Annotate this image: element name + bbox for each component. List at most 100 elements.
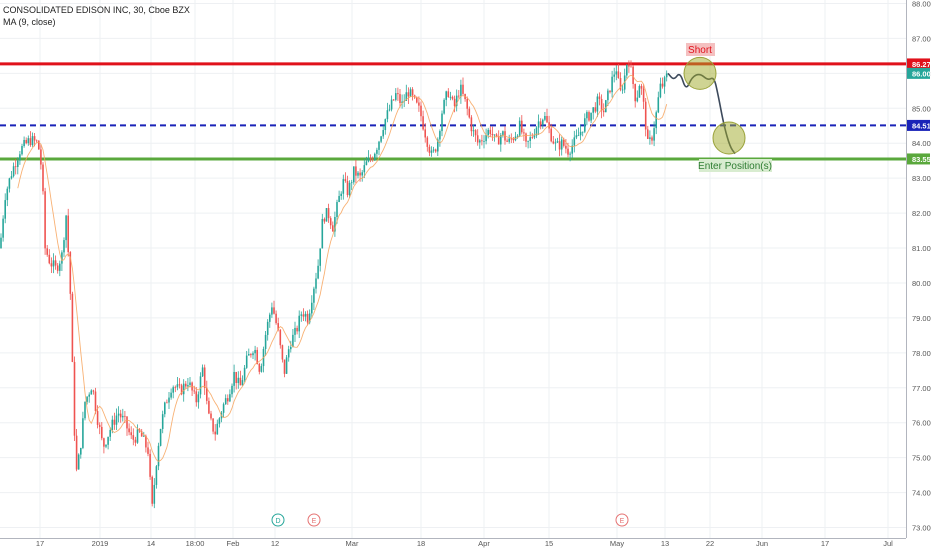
candle-body <box>260 366 263 372</box>
candle-body <box>554 142 557 144</box>
candle-body <box>451 96 454 99</box>
candle-body <box>445 91 447 100</box>
candle-body <box>439 131 441 140</box>
candle-body <box>518 120 521 136</box>
candle-body <box>359 172 361 176</box>
candle-body <box>25 139 27 144</box>
candle-body <box>592 107 594 113</box>
candle-body <box>369 157 372 160</box>
candle-body <box>187 385 189 387</box>
candle-body <box>75 435 78 470</box>
candle-body <box>655 112 657 129</box>
candle-body <box>437 139 439 152</box>
candle-body <box>308 313 311 323</box>
candle-body <box>428 146 431 153</box>
candle-body <box>418 102 420 106</box>
candle-body <box>193 390 195 392</box>
candle-body <box>607 90 609 101</box>
y-tick-label: 87.00 <box>912 34 931 43</box>
candle-body <box>292 334 294 347</box>
candle-body <box>357 172 359 176</box>
candle-body <box>397 93 399 95</box>
candle-body <box>642 88 645 102</box>
x-tick-label: 2019 <box>92 539 109 548</box>
candle-body <box>422 116 424 130</box>
candle-body <box>185 383 187 387</box>
candles <box>0 60 668 509</box>
candle-body <box>80 447 82 455</box>
candle-body <box>594 107 597 112</box>
candle-body <box>54 260 57 266</box>
candle-body <box>96 411 99 425</box>
candle-body <box>266 321 269 335</box>
candle-body <box>311 302 313 314</box>
candle-body <box>300 314 303 316</box>
short-highlight-circle <box>683 56 717 90</box>
candle-body <box>416 97 418 103</box>
candle-body <box>33 136 36 141</box>
candle-body <box>380 136 382 142</box>
candle-body <box>134 439 137 443</box>
candle-body <box>665 73 668 78</box>
candle-body <box>569 153 571 155</box>
symbol-title[interactable]: CONSOLIDATED EDISON INC, 30, Cboe BZX <box>3 5 190 15</box>
event-marker-label: E <box>312 518 317 525</box>
candle-body <box>491 133 494 136</box>
candle-body <box>447 91 450 97</box>
event-marker <box>615 513 629 527</box>
candle-body <box>441 113 443 132</box>
candle-body <box>399 94 401 104</box>
candle-body <box>245 355 248 368</box>
candle-body <box>659 83 662 98</box>
candle-body <box>432 149 435 151</box>
candle-body <box>103 438 105 447</box>
grid <box>0 0 906 538</box>
candle-body <box>281 345 284 360</box>
x-tick-label: 17 <box>36 539 44 548</box>
candle-body <box>586 112 588 119</box>
entry-label: Enter Position(s) <box>698 161 772 172</box>
candle-body <box>613 74 615 77</box>
y-tick-label: 78.00 <box>912 349 931 358</box>
candle-body <box>216 423 219 435</box>
level-price-label: 86.27 <box>912 60 931 69</box>
candle-body <box>361 172 363 176</box>
candle-body <box>88 394 90 397</box>
candle-body <box>384 119 387 131</box>
candle-body <box>136 429 139 443</box>
candle-body <box>115 415 118 425</box>
candle-body <box>321 218 324 249</box>
candle-body <box>119 413 122 418</box>
candle-body <box>10 176 13 179</box>
candle-body <box>651 137 653 141</box>
candle-body <box>663 77 666 87</box>
candle-body <box>462 84 464 94</box>
candle-body <box>231 385 233 395</box>
candle-body <box>313 288 315 303</box>
indicator-label[interactable]: MA (9, close) <box>3 17 56 27</box>
level-price-label: 83.55 <box>912 155 931 164</box>
candle-body <box>197 394 200 403</box>
candle-body <box>567 148 569 155</box>
candle-body <box>166 402 168 404</box>
candle-body <box>109 430 111 437</box>
candle-body <box>455 95 458 107</box>
candle-body <box>481 140 483 142</box>
candle-body <box>59 263 61 271</box>
candle-body <box>575 135 578 138</box>
candle-body <box>371 159 374 161</box>
y-tick-label: 75.00 <box>912 454 931 463</box>
candle-body <box>44 191 46 249</box>
candle-body <box>130 432 132 436</box>
candle-body <box>596 96 599 112</box>
candle-body <box>283 359 286 374</box>
level-price-tag <box>907 153 930 165</box>
candle-body <box>38 140 40 150</box>
candle-body <box>290 346 292 350</box>
candle-body <box>573 137 576 146</box>
candle-body <box>468 108 471 118</box>
candle-body <box>296 327 298 332</box>
candle-body <box>35 140 38 142</box>
